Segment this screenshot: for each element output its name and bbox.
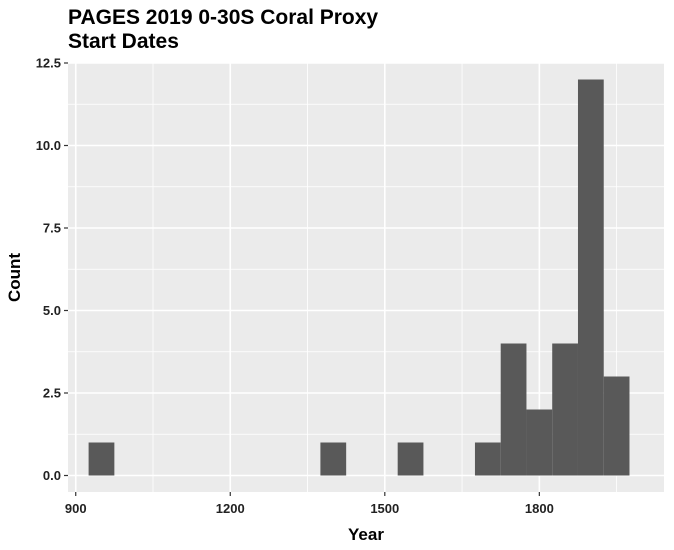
x-tick-label: 1800 [525, 501, 554, 516]
y-tick-label: 7.5 [43, 221, 61, 236]
histogram-bar [500, 343, 527, 476]
y-tick-label: 0.0 [43, 468, 61, 483]
x-tick-label: 1500 [370, 501, 399, 516]
histogram-bars [88, 79, 630, 476]
histogram-bar [88, 442, 115, 476]
histogram-bar [474, 442, 501, 476]
histogram-bar [552, 343, 578, 476]
chart-title-line2: Start Dates [68, 30, 179, 53]
histogram-bar [397, 442, 424, 476]
y-tick-label: 5.0 [43, 303, 61, 318]
y-tick-label: 10.0 [36, 138, 61, 153]
y-tick-label: 2.5 [43, 386, 61, 401]
y-axis-title: Count [5, 253, 24, 302]
y-tick-label: 12.5 [36, 56, 61, 71]
histogram-bar [577, 79, 604, 476]
chart-title-line1: PAGES 2019 0-30S Coral Proxy [68, 6, 379, 29]
chart-title: PAGES 2019 0-30S Coral Proxy Start Dates [68, 6, 378, 54]
histogram-bar [603, 376, 630, 476]
histogram-bar [320, 442, 347, 476]
x-tick-label: 900 [65, 501, 87, 516]
axes: 900 1200 1500 1800 0.0 2.5 5.0 7.5 10.0 12.5 [36, 56, 554, 517]
histogram-bar [526, 409, 553, 476]
x-axis-title: Year [348, 525, 384, 544]
x-tick-label: 1200 [216, 501, 245, 516]
